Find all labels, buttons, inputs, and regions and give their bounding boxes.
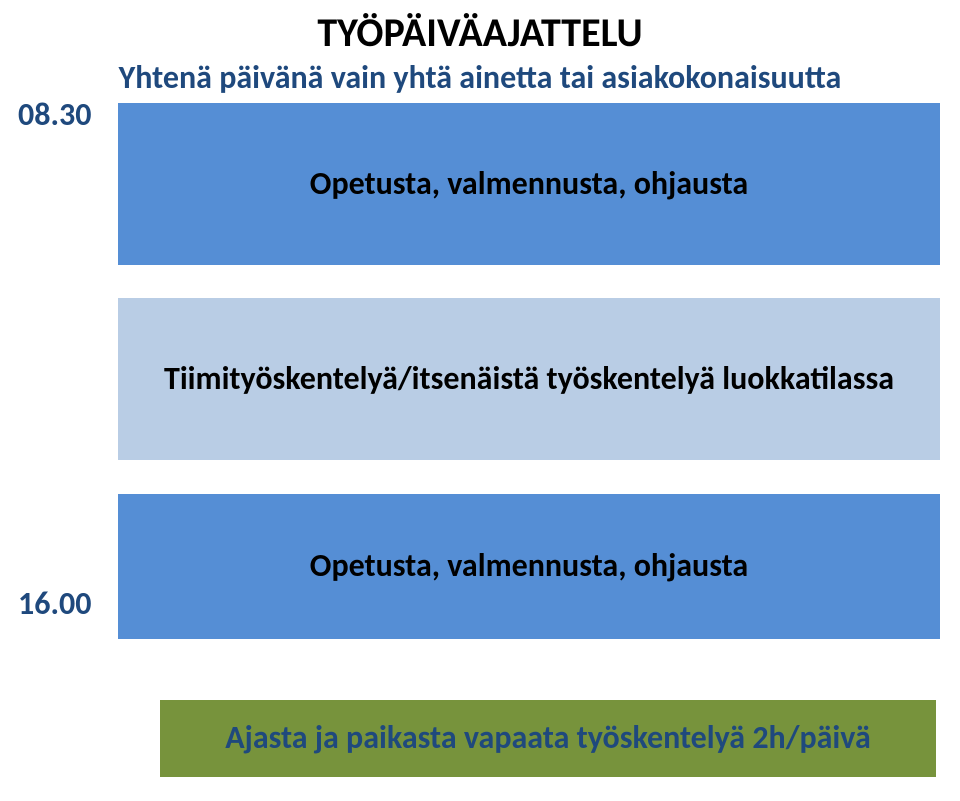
block-free-work: Ajasta ja paikasta vapaata työskentelyä … [160,700,936,777]
block-teaching-2: Opetusta, valmennusta, ohjausta [118,494,940,639]
slide: TYÖPÄIVÄAJATTELU Yhtenä päivänä vain yht… [0,0,960,801]
block-teaching-1-text: Opetusta, valmennusta, ohjausta [300,166,758,203]
time-end-label: 16.00 [18,584,91,623]
block-teamwork-text: Tiimityöskentelyä/itsenäistä työskentely… [154,361,904,398]
block-teaching-2-text: Opetusta, valmennusta, ohjausta [300,548,758,585]
block-teamwork: Tiimityöskentelyä/itsenäistä työskentely… [118,298,940,460]
block-free-work-text: Ajasta ja paikasta vapaata työskentelyä … [215,720,881,757]
slide-subtitle: Yhtenä päivänä vain yhtä ainetta tai asi… [0,58,960,97]
block-teaching-1: Opetusta, valmennusta, ohjausta [118,103,940,265]
time-start-label: 08.30 [18,95,91,134]
slide-title: TYÖPÄIVÄAJATTELU [0,8,960,57]
